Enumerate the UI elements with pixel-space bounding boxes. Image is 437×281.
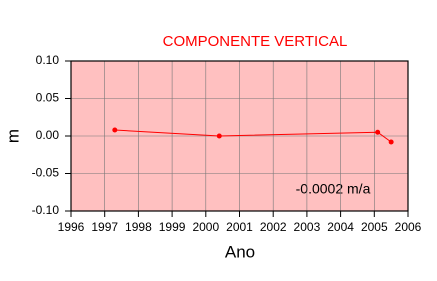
x-tick-label: 1997 [91,220,118,234]
y-tick-label: 0.05 [36,91,60,105]
x-tick-label: 1996 [58,220,85,234]
y-tick-label: 0.10 [36,53,60,67]
x-tick-label: 2005 [361,220,388,234]
x-tick-label: 2006 [395,220,422,234]
data-point [112,127,118,133]
chart-title: COMPONENTE VERTICAL [163,33,348,50]
x-tick-label: 1999 [159,220,186,234]
x-tick-label: 2001 [226,220,253,234]
annotation: -0.0002 m/a [296,181,371,197]
y-axis-label: m [3,129,22,143]
series-line [114,129,392,143]
data-point [375,129,381,135]
x-tick-label: 2002 [260,220,287,234]
y-tick-label: -0.10 [32,203,60,217]
x-tick-label: 2004 [327,220,354,234]
x-axis-label: Ano [225,242,255,261]
plot-frame [70,60,409,212]
x-tick-label: 2000 [192,220,219,234]
x-tick-label: 2003 [294,220,321,234]
y-tick-label: -0.05 [32,166,60,180]
data-point [388,139,394,145]
x-tick-label: 1998 [125,220,152,234]
data-point [216,133,222,139]
y-tick-label: 0.00 [36,128,60,142]
